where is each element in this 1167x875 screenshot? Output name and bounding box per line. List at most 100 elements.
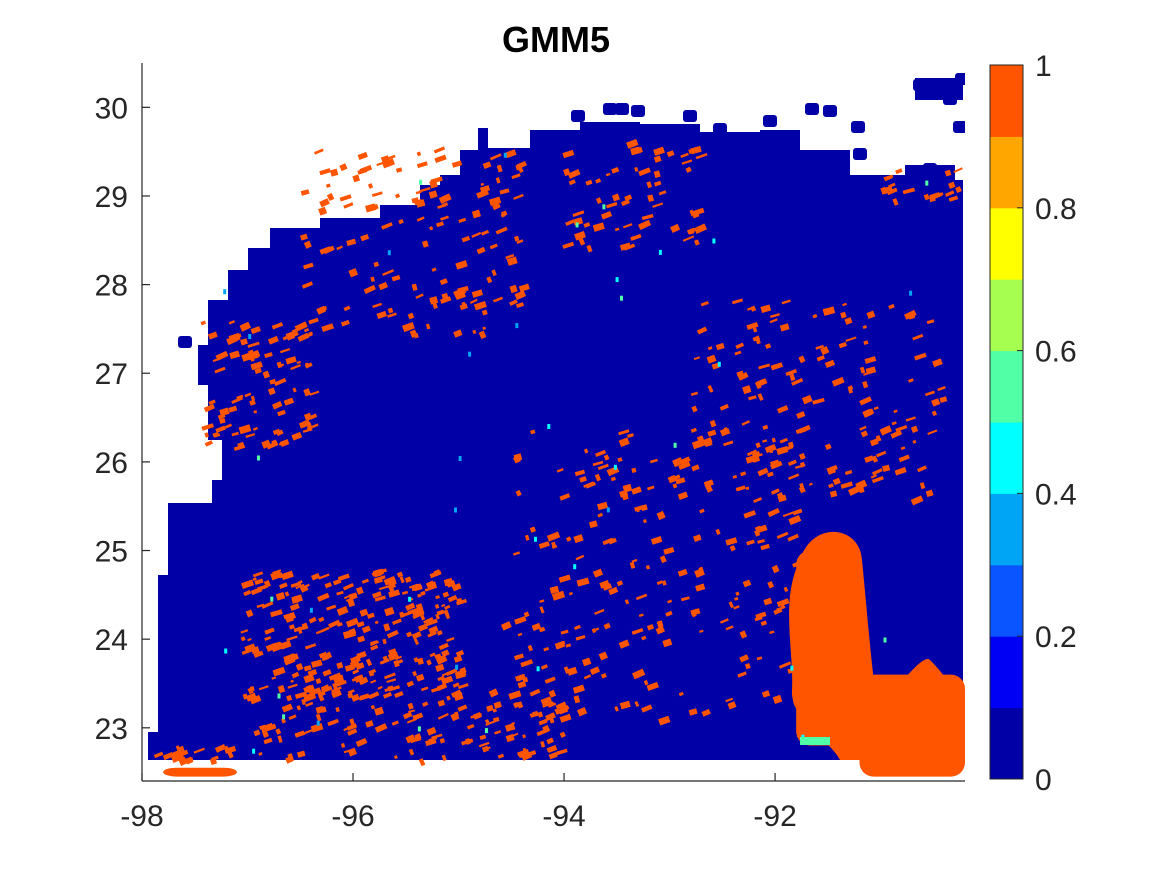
heatmap-cell xyxy=(290,581,302,588)
heatmap-cell xyxy=(894,467,907,476)
heatmap-cell xyxy=(297,626,303,634)
heatmap-cell xyxy=(324,582,332,589)
heatmap-cell xyxy=(391,720,399,726)
heatmap-cell xyxy=(373,575,386,582)
heatmap-cell xyxy=(953,121,965,133)
heatmap-cell xyxy=(486,276,493,284)
heatmap-cell xyxy=(776,598,790,608)
heatmap-cell xyxy=(515,323,519,329)
heatmap-cell xyxy=(382,638,387,645)
heatmap-cell xyxy=(314,148,324,155)
heatmap-cell xyxy=(515,489,522,497)
heatmap-cell xyxy=(471,289,484,298)
heatmap-cell xyxy=(373,261,380,268)
heatmap-cell xyxy=(249,690,254,695)
heatmap-cell xyxy=(219,407,230,417)
heatmap-cell xyxy=(798,486,806,494)
heatmap-cell xyxy=(863,340,869,346)
heatmap-cell xyxy=(859,396,872,406)
colorbar-segment xyxy=(990,422,1023,494)
heatmap-cell xyxy=(437,203,447,209)
heatmap-cell xyxy=(578,237,586,246)
heatmap-cell xyxy=(272,666,286,677)
heatmap-cell xyxy=(691,464,700,472)
heatmap-cell xyxy=(641,704,653,713)
heatmap-cell xyxy=(524,534,530,541)
heatmap-cell xyxy=(383,575,397,586)
heatmap-cell xyxy=(441,603,446,608)
heatmap-cell xyxy=(892,198,899,206)
heatmap-cell xyxy=(258,685,269,691)
heatmap-cell xyxy=(666,150,675,158)
heatmap-cell xyxy=(792,559,805,568)
heatmap-cell xyxy=(653,146,665,156)
heatmap-cell xyxy=(503,152,507,158)
heatmap-cell xyxy=(383,692,393,699)
heatmap-cell xyxy=(565,536,572,542)
heatmap-cell xyxy=(214,743,227,753)
heatmap-cell xyxy=(560,629,569,635)
heatmap-cell xyxy=(760,620,768,626)
heatmap-cell xyxy=(295,583,305,590)
heatmap-cell xyxy=(931,398,941,407)
heatmap-cell xyxy=(466,723,475,730)
heatmap-cell xyxy=(572,684,585,694)
heatmap-cell xyxy=(540,696,553,706)
heatmap-cell xyxy=(296,705,302,711)
heatmap-cell xyxy=(215,425,226,433)
heatmap-cell xyxy=(440,215,449,221)
heatmap-cell xyxy=(783,586,789,593)
heatmap-cell xyxy=(695,153,708,160)
heatmap-cell xyxy=(443,577,454,587)
heatmap-cell xyxy=(870,474,878,479)
heatmap-cell xyxy=(418,758,426,767)
y-tick-label: 30 xyxy=(95,92,128,125)
heatmap-cell xyxy=(492,202,501,211)
heatmap-cell xyxy=(231,431,239,437)
heatmap-cell xyxy=(435,654,448,665)
heatmap-cell xyxy=(408,583,419,589)
heatmap-cell xyxy=(343,593,354,600)
heatmap-cell xyxy=(367,183,374,189)
heatmap-cell xyxy=(245,692,257,702)
heatmap-cell xyxy=(391,618,402,625)
heatmap-cell xyxy=(317,690,326,698)
heatmap-cell xyxy=(303,327,310,333)
heatmap-cell xyxy=(372,591,382,599)
heatmap-cell xyxy=(875,434,882,442)
heatmap-cell xyxy=(345,596,356,602)
heatmap-cell xyxy=(793,581,801,586)
heatmap-cell xyxy=(624,194,633,202)
heatmap-cell xyxy=(690,427,697,433)
colorbar-tick-label: 0.2 xyxy=(1035,621,1077,654)
heatmap-cell xyxy=(294,730,306,738)
heatmap-cell xyxy=(359,164,373,174)
heatmap-cell xyxy=(858,486,865,494)
heatmap-cell xyxy=(311,659,323,668)
heatmap-cell xyxy=(378,568,387,574)
heatmap-cell xyxy=(603,454,610,461)
heatmap-cell xyxy=(306,423,319,431)
heatmap-cell xyxy=(413,638,420,646)
heatmap-cell xyxy=(437,712,449,720)
heatmap-cell xyxy=(515,164,521,171)
heatmap-cell xyxy=(782,511,795,518)
heatmap-cell xyxy=(315,629,324,635)
heatmap-cell xyxy=(336,662,344,669)
heatmap-cell xyxy=(640,504,648,511)
heatmap-cell xyxy=(667,599,673,604)
heatmap-cell xyxy=(321,626,330,633)
heatmap-cell xyxy=(318,573,330,580)
heatmap-cell xyxy=(611,193,620,202)
heatmap-cell xyxy=(425,323,431,330)
heatmap-cell xyxy=(260,722,274,733)
heatmap-cell xyxy=(557,704,565,709)
heatmap-cell xyxy=(514,235,520,242)
heatmap-cell xyxy=(331,686,342,693)
heatmap-cell xyxy=(444,612,451,620)
heatmap-cell xyxy=(267,335,279,345)
heatmap-cell xyxy=(755,378,768,388)
heatmap-cell xyxy=(356,586,364,595)
heatmap-cell xyxy=(725,537,738,546)
